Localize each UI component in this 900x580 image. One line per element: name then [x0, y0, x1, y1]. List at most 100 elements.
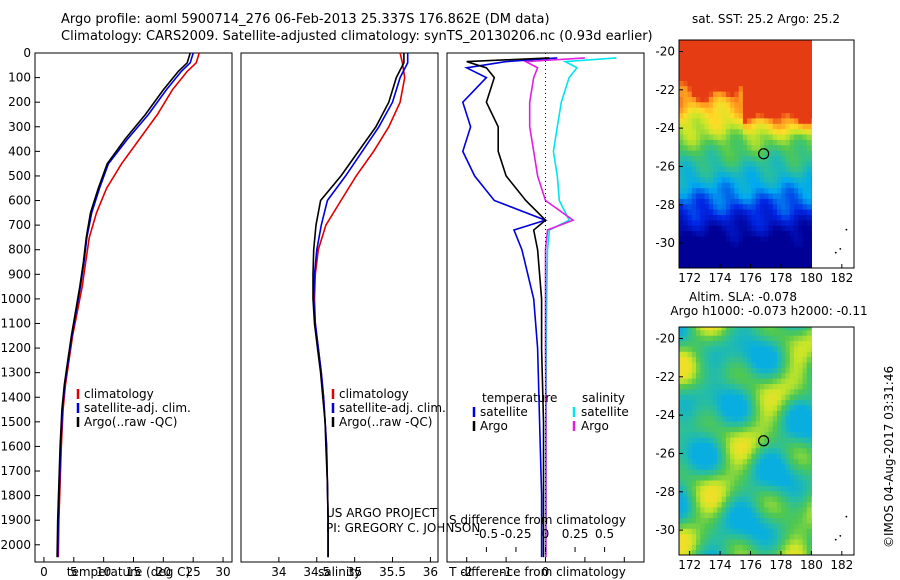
map-cell	[717, 241, 723, 248]
map-cell	[683, 42, 689, 49]
map-cell	[679, 549, 684, 555]
map-cell	[755, 458, 761, 465]
map-y-tick-label: -26	[655, 446, 675, 460]
map-cell	[802, 394, 808, 401]
map-cell	[747, 538, 753, 545]
map-cell	[764, 128, 770, 135]
map-cell	[687, 442, 693, 449]
map-cell	[798, 335, 804, 341]
map-cell	[806, 517, 812, 524]
map-cell	[700, 404, 706, 411]
map-y-tick-label: -20	[655, 331, 675, 345]
map-cell	[755, 91, 761, 97]
map-cell	[772, 80, 778, 87]
map-cell	[789, 437, 795, 443]
map-cell	[721, 40, 727, 44]
map-cell	[687, 485, 693, 492]
map-cell	[768, 246, 774, 253]
map-cell	[721, 214, 727, 221]
map-cell	[742, 101, 748, 108]
map-cell	[751, 383, 757, 390]
map-cell	[721, 91, 727, 97]
map-cell	[708, 388, 714, 395]
map-cell	[734, 404, 740, 411]
map-cell	[811, 176, 812, 183]
map-cell	[730, 187, 735, 194]
map-cell	[725, 219, 731, 226]
map-cell	[772, 42, 778, 49]
map-cell	[760, 351, 765, 358]
map-cell	[708, 549, 714, 555]
map-cell	[708, 501, 714, 508]
map-cell	[811, 235, 812, 242]
map-cell	[751, 251, 757, 258]
map-cell	[747, 209, 753, 215]
map-cell	[730, 356, 735, 363]
map-cell	[730, 160, 735, 167]
map-cell	[679, 479, 684, 486]
map-cell	[730, 388, 735, 395]
map-cell	[687, 506, 693, 513]
map-cell	[713, 230, 718, 237]
map-cell	[679, 246, 684, 253]
map-cell	[751, 437, 757, 443]
x-tick-label: 15	[126, 565, 141, 579]
map-cell	[764, 351, 770, 358]
map-cell	[772, 378, 778, 384]
map-cell	[764, 383, 770, 390]
map-cell	[738, 64, 744, 71]
map-cell	[683, 378, 689, 384]
map-cell	[742, 176, 748, 183]
map-cell	[734, 107, 740, 114]
map-cell	[755, 404, 761, 411]
map-cell	[679, 96, 684, 103]
map-cell	[704, 48, 710, 54]
map-cell	[781, 431, 787, 438]
map-cell	[789, 48, 795, 54]
panel-temperature: 0100200300400500600700800900100011001200…	[0, 46, 233, 579]
map-cell	[794, 171, 799, 178]
map-cell	[700, 150, 706, 156]
map-cell	[708, 431, 714, 438]
map-cell	[755, 410, 761, 417]
map-cell	[794, 410, 799, 417]
map-cell	[679, 262, 684, 268]
map-cell	[777, 64, 782, 71]
panel-sla-map: 172 174 176 178 180 182-20-22-24-26-28-30Alti…	[655, 290, 867, 572]
map-cell	[760, 257, 765, 264]
map-cell	[717, 91, 723, 97]
map-cell	[708, 192, 714, 199]
map-cell	[781, 356, 787, 363]
map-cell	[772, 112, 778, 119]
map-cell	[738, 361, 744, 368]
map-cell	[747, 241, 753, 248]
map-cell	[738, 490, 744, 497]
map-cell	[751, 356, 757, 363]
map-cell	[755, 474, 761, 481]
map-cell	[730, 123, 735, 130]
map-cell	[713, 356, 718, 363]
map-cell	[785, 85, 791, 92]
map-cell	[772, 327, 778, 331]
map-cell	[751, 58, 757, 65]
map-cell	[700, 458, 706, 465]
map-cell	[679, 198, 684, 205]
map-cell	[772, 128, 778, 135]
map-cell	[704, 372, 710, 379]
map-cell	[721, 155, 727, 162]
map-cell	[679, 442, 684, 449]
map-cell	[734, 128, 740, 135]
map-cell	[760, 69, 765, 76]
map-cell	[725, 485, 731, 492]
map-cell	[772, 139, 778, 146]
map-cell	[802, 415, 808, 422]
map-cell	[785, 166, 791, 173]
map-cell	[683, 549, 689, 555]
map-cell	[730, 112, 735, 119]
map-cell	[802, 257, 808, 264]
map-cell	[734, 528, 740, 535]
map-cell	[687, 58, 693, 65]
map-cell	[687, 474, 693, 481]
map-cell	[760, 246, 765, 253]
map-cell	[755, 144, 761, 151]
